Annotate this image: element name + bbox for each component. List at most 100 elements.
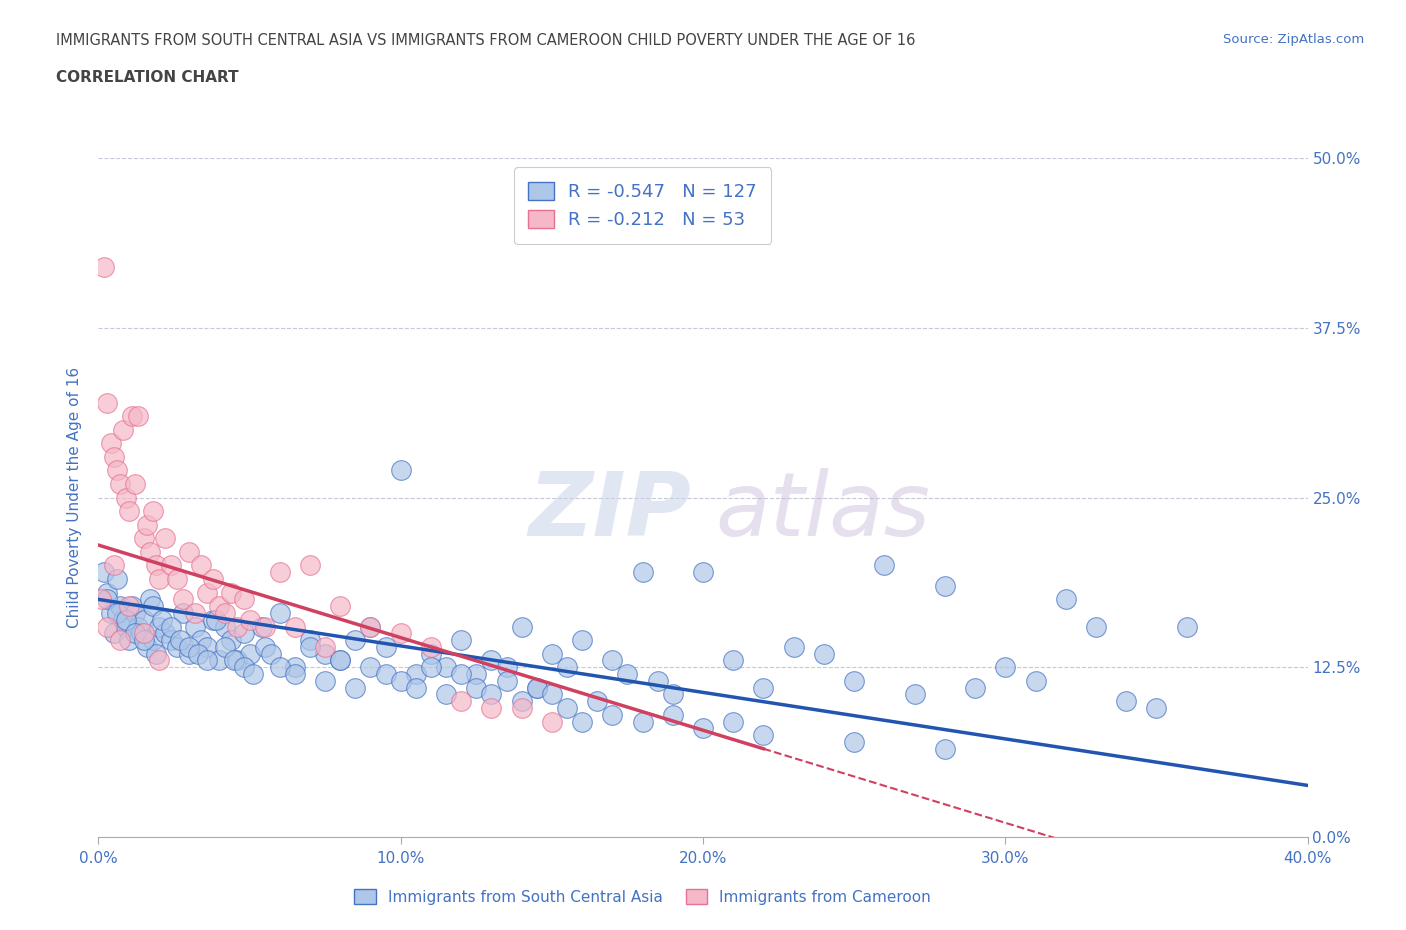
Point [214, 605, 236, 620]
Point [314, 673, 336, 688]
Point [105, 572, 128, 587]
Point [184, 619, 207, 634]
Point [1144, 700, 1167, 715]
Point [526, 680, 548, 695]
Point [93, 259, 115, 274]
Point [602, 653, 624, 668]
Point [221, 585, 243, 600]
Point [299, 640, 322, 655]
Point [166, 640, 188, 655]
Point [344, 632, 367, 647]
Point [389, 463, 412, 478]
Point [150, 612, 173, 627]
Point [114, 612, 136, 627]
Point [142, 599, 165, 614]
Point [1175, 619, 1198, 634]
Point [105, 605, 128, 620]
Point [108, 599, 131, 614]
Point [1054, 592, 1077, 607]
Point [540, 714, 562, 729]
Point [121, 599, 143, 614]
Point [374, 640, 396, 655]
Point [105, 463, 128, 478]
Point [202, 572, 225, 587]
Point [344, 680, 367, 695]
Point [1024, 673, 1046, 688]
Point [844, 673, 866, 688]
Point [450, 694, 472, 709]
Point [118, 632, 141, 647]
Point [142, 504, 165, 519]
Point [434, 687, 457, 702]
Point [420, 640, 443, 655]
Point [232, 592, 254, 607]
Point [481, 687, 503, 702]
Point [145, 646, 167, 661]
Point [420, 646, 443, 661]
Point [253, 640, 276, 655]
Point [662, 708, 685, 723]
Point [405, 667, 427, 682]
Point [96, 585, 118, 600]
Point [214, 619, 236, 634]
Point [124, 605, 146, 620]
Point [360, 619, 382, 634]
Point [239, 612, 262, 627]
Point [190, 632, 212, 647]
Point [389, 673, 412, 688]
Point [631, 565, 654, 579]
Point [405, 680, 427, 695]
Point [145, 558, 167, 573]
Point [205, 612, 228, 627]
Point [179, 640, 201, 655]
Point [284, 667, 307, 682]
Point [253, 619, 276, 634]
Point [160, 632, 183, 647]
Point [96, 592, 118, 607]
Point [360, 619, 382, 634]
Text: atlas: atlas [716, 468, 929, 554]
Point [647, 673, 669, 688]
Point [965, 680, 987, 695]
Point [250, 619, 273, 634]
Point [602, 708, 624, 723]
Text: IMMIGRANTS FROM SOUTH CENTRAL ASIA VS IMMIGRANTS FROM CAMEROON CHILD POVERTY UND: IMMIGRANTS FROM SOUTH CENTRAL ASIA VS IM… [56, 33, 915, 47]
Point [148, 572, 170, 587]
Point [481, 700, 503, 715]
Point [103, 558, 125, 573]
Point [692, 565, 714, 579]
Point [420, 660, 443, 675]
Point [187, 646, 209, 661]
Point [172, 605, 194, 620]
Point [269, 605, 291, 620]
Point [239, 646, 262, 661]
Point [284, 619, 307, 634]
Point [202, 612, 225, 627]
Point [96, 395, 118, 410]
Point [132, 626, 155, 641]
Point [555, 700, 578, 715]
Point [127, 408, 149, 423]
Point [329, 653, 352, 668]
Point [135, 517, 157, 532]
Text: ZIP: ZIP [529, 468, 690, 554]
Point [465, 680, 488, 695]
Point [873, 558, 896, 573]
Point [904, 687, 927, 702]
Point [195, 653, 218, 668]
Point [232, 626, 254, 641]
Point [934, 741, 956, 756]
Point [631, 714, 654, 729]
Point [723, 714, 745, 729]
Point [118, 599, 141, 614]
Point [103, 626, 125, 641]
Point [329, 599, 352, 614]
Point [184, 605, 207, 620]
Point [284, 660, 307, 675]
Point [314, 640, 336, 655]
Point [179, 544, 201, 559]
Point [139, 592, 162, 607]
Point [752, 727, 775, 742]
Point [121, 408, 143, 423]
Point [111, 422, 134, 437]
